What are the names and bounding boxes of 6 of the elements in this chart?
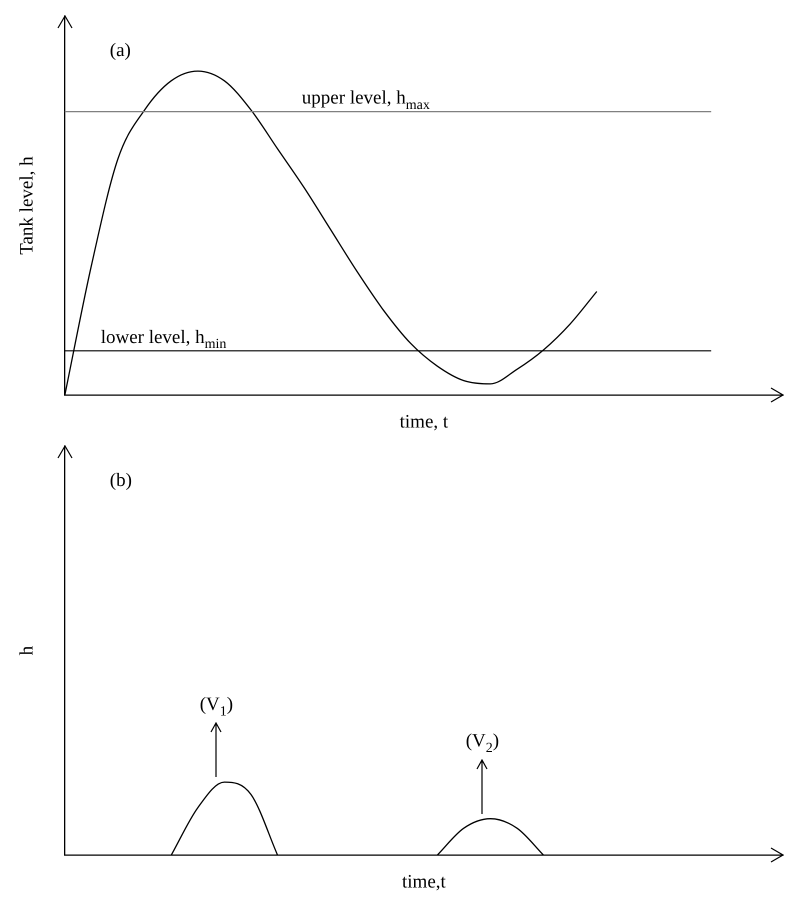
- y-axis-title: h: [16, 645, 38, 656]
- chart-title: (b): [110, 470, 132, 491]
- y-axis-title: Tank level, h: [16, 156, 38, 255]
- chart-title: (a): [110, 40, 131, 61]
- x-axis-title: time, t: [400, 412, 449, 433]
- x-axis-title: time,t: [402, 872, 447, 893]
